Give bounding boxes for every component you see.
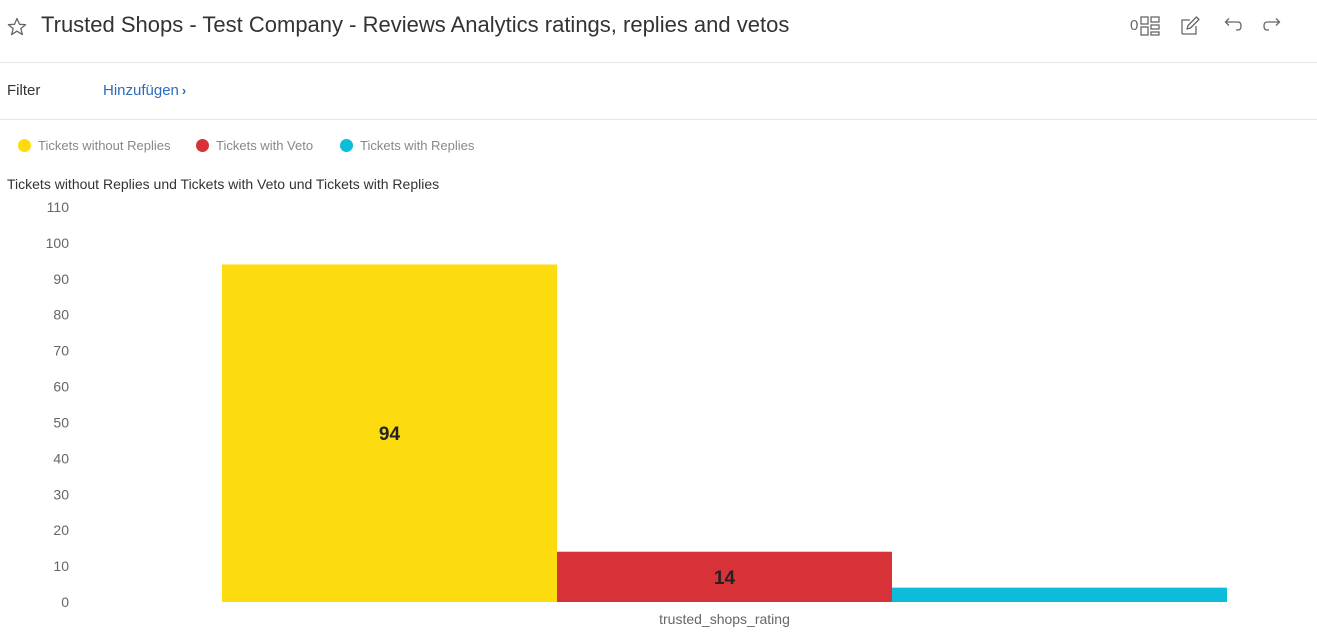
bar-tickets-with-replies[interactable] bbox=[892, 587, 1227, 602]
bar-tickets-with-veto[interactable] bbox=[557, 551, 892, 602]
undo-icon[interactable] bbox=[1221, 15, 1243, 37]
add-filter-label: Hinzufügen bbox=[103, 82, 179, 99]
y-tick-label: 80 bbox=[53, 307, 69, 323]
legend-dot bbox=[196, 139, 209, 152]
legend-label: Tickets with Veto bbox=[216, 138, 314, 153]
y-tick-label: 110 bbox=[47, 199, 70, 215]
y-tick-label: 40 bbox=[53, 450, 69, 466]
add-filter-link[interactable]: Hinzufügen › bbox=[103, 82, 186, 99]
y-tick-label: 100 bbox=[46, 235, 70, 251]
header: Trusted Shops - Test Company - Reviews A… bbox=[0, 0, 1317, 63]
legend-item-tickets-with-replies[interactable]: Tickets with Replies bbox=[340, 138, 474, 153]
y-tick-label: 0 bbox=[61, 594, 69, 610]
y-tick-label: 70 bbox=[53, 343, 69, 359]
page-title: Trusted Shops - Test Company - Reviews A… bbox=[41, 12, 790, 37]
y-tick-label: 30 bbox=[53, 486, 69, 502]
edit-icon[interactable] bbox=[1179, 15, 1201, 37]
chevron-right-icon: › bbox=[181, 83, 187, 98]
bar-tickets-without-replies[interactable] bbox=[222, 264, 557, 602]
dashboard-grid-icon[interactable] bbox=[1139, 15, 1161, 37]
redo-icon[interactable] bbox=[1262, 15, 1284, 37]
legend-item-tickets-with-veto[interactable]: Tickets with Veto bbox=[196, 138, 313, 153]
y-tick-label: 90 bbox=[53, 271, 69, 287]
filter-label: Filter bbox=[7, 82, 41, 99]
legend-item-tickets-without-replies[interactable]: Tickets without Replies bbox=[18, 138, 170, 153]
y-tick-label: 60 bbox=[53, 379, 69, 395]
filter-bar: Filter Hinzufügen › bbox=[0, 63, 1317, 120]
bar-data-label: 14 bbox=[714, 568, 736, 589]
y-tick-label: 50 bbox=[53, 414, 69, 430]
legend-dot bbox=[340, 139, 353, 152]
chart-title: Tickets without Replies und Tickets with… bbox=[7, 176, 440, 192]
star-icon[interactable] bbox=[7, 17, 27, 37]
legend-label: Tickets with Replies bbox=[360, 138, 475, 153]
bar-data-label: 94 bbox=[379, 424, 401, 445]
dashboard-count: 0 bbox=[1130, 17, 1139, 34]
x-category-label: trusted_shops_rating bbox=[659, 611, 790, 627]
legend-label: Tickets without Replies bbox=[38, 138, 171, 153]
legend-dot bbox=[18, 139, 31, 152]
bar-chart: 0 10 20 30 40 50 60 70 80 90 100 110 94 14 trusted_sho… bbox=[46, 199, 1227, 627]
y-tick-label: 10 bbox=[53, 558, 69, 574]
y-tick-label: 20 bbox=[53, 522, 69, 538]
